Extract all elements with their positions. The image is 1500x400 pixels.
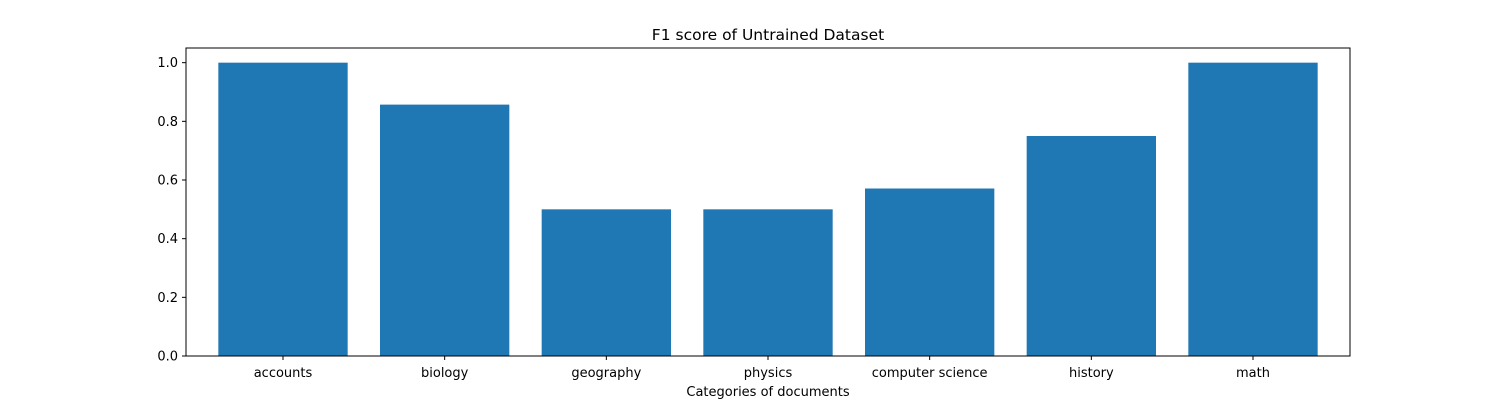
- y-axis-ticks: 0.0 0.2 0.4 0.6 0.8 1.0: [157, 56, 186, 365]
- bar-math: [1188, 62, 1318, 357]
- x-tick-label: history: [1069, 366, 1114, 381]
- x-tick-label: computer science: [872, 366, 988, 381]
- x-tick-label: geography: [571, 366, 641, 381]
- y-tick-label: 0.8: [157, 115, 178, 130]
- y-tick-label: 0.2: [157, 291, 178, 306]
- bars-group: [218, 62, 1318, 357]
- bar-accounts: [218, 62, 348, 357]
- x-axis-title: Categories of documents: [686, 385, 849, 400]
- chart-title: F1 score of Untrained Dataset: [652, 26, 884, 44]
- plot-area-frame: [185, 47, 1351, 357]
- bar-geography: [541, 209, 671, 356]
- x-tick-label: physics: [744, 366, 793, 381]
- y-tick-label: 0.4: [157, 232, 178, 247]
- y-tick-label: 0.6: [157, 174, 178, 189]
- y-tick-label: 1.0: [157, 56, 178, 71]
- bar-history: [1026, 136, 1156, 356]
- x-tick-label: accounts: [254, 366, 313, 381]
- x-axis-ticks: accounts biology geography physics computer …: [254, 356, 1270, 381]
- bar-computer-science: [865, 188, 995, 356]
- bar-biology: [380, 104, 510, 356]
- x-tick-label: math: [1236, 366, 1270, 381]
- y-tick-label: 0.0: [157, 350, 178, 365]
- x-tick-label: biology: [421, 366, 469, 381]
- bar-physics: [703, 209, 833, 356]
